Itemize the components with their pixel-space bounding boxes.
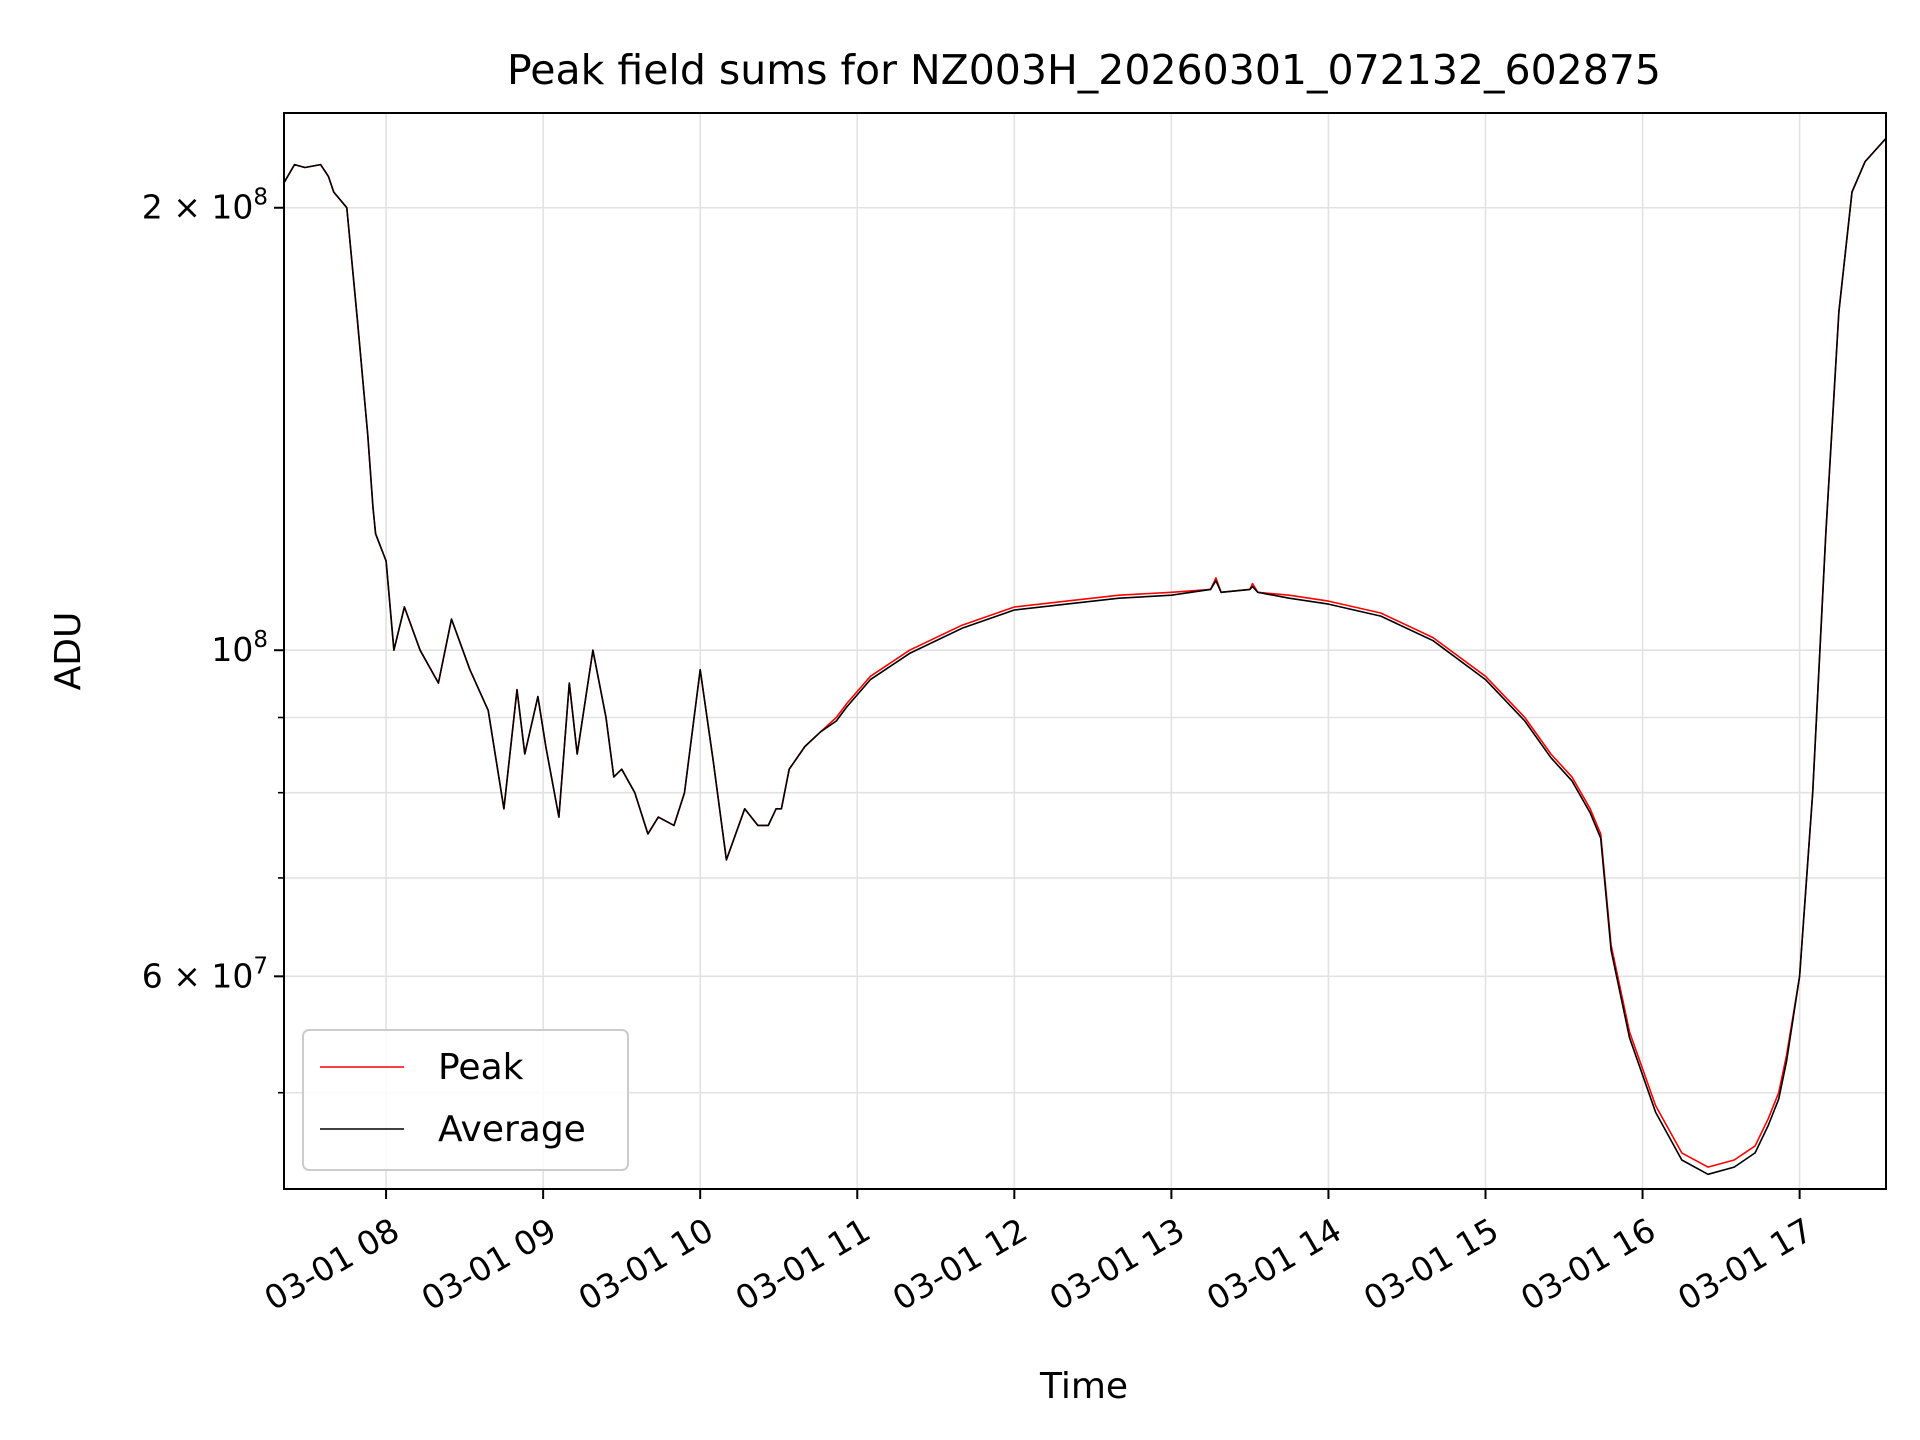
series-line-average [284,137,1886,1176]
legend-label-average: Average [438,1109,586,1150]
y-tick-label: 6 × 107 [142,953,268,995]
y-axis-ticks: 2 × 108 108 6 × 107 [142,185,284,1094]
series-layer [284,137,1886,1176]
y-axis-label: ADU [48,612,89,691]
grid [284,113,1886,1189]
x-axis-label: Time [1039,1366,1128,1407]
legend: Peak Average [302,1029,629,1171]
legend-box [302,1029,629,1171]
y-tick-label: 108 [211,627,268,669]
legend-label-peak: Peak [438,1047,524,1088]
chart-title: Peak field sums for NZ003H_20260301_0721… [507,46,1661,94]
y-tick-label: 2 × 108 [142,185,268,227]
